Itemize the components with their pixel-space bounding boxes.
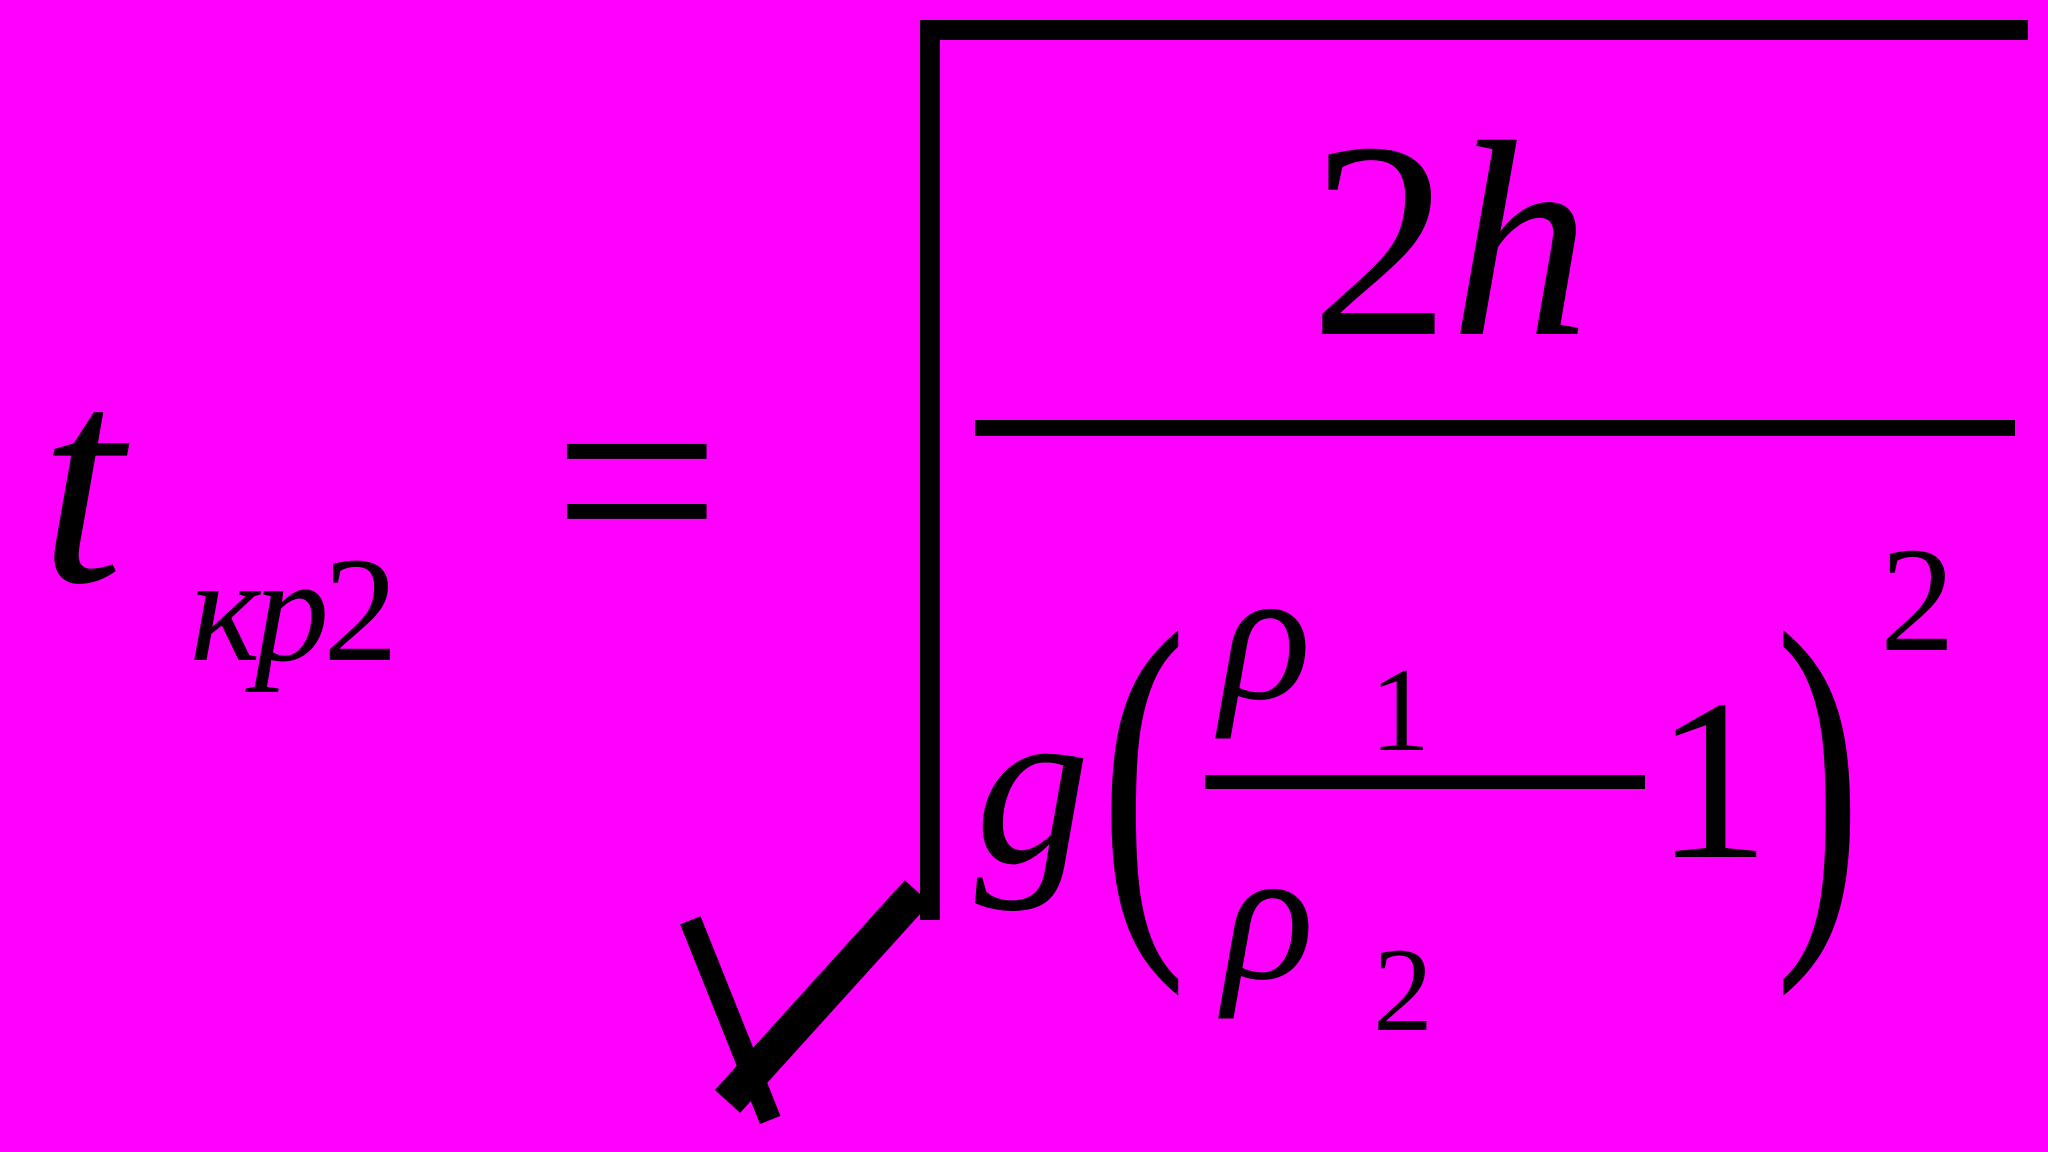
equation-canvas: t кр2 = 2h g ( ρ 1 ρ 2 1 ) 2 — [0, 0, 2048, 1152]
lhs-subscript-text: кр — [190, 527, 323, 693]
equals-sign: = — [552, 330, 721, 630]
left-paren: ( — [1100, 574, 1187, 977]
denom-one: 1 — [1655, 665, 1770, 895]
numerator: 2h — [1310, 100, 1590, 380]
rho-bot-sub: 2 — [1373, 930, 1433, 1050]
numerator-coef: 2 — [1310, 84, 1450, 395]
radical-vertical — [920, 20, 940, 920]
lhs-variable: t — [40, 330, 123, 630]
lhs: t кр2 — [40, 330, 560, 690]
inner-fraction-bar — [1205, 775, 1485, 789]
right-paren: ) — [1775, 574, 1862, 977]
denom-g: g — [975, 670, 1090, 900]
lhs-subscript-num: 2 — [323, 527, 392, 693]
numerator-var: h — [1450, 84, 1590, 395]
rho-top-sub: 1 — [1370, 650, 1430, 770]
radical-vinculum — [920, 20, 2028, 40]
fraction-bar — [975, 420, 2015, 436]
rho-bot: ρ — [1223, 820, 1314, 1010]
rho-top: ρ — [1220, 540, 1311, 730]
exponent: 2 — [1880, 525, 1955, 675]
minus-sign — [1485, 775, 1645, 789]
lhs-subscript: кр2 — [190, 535, 392, 685]
